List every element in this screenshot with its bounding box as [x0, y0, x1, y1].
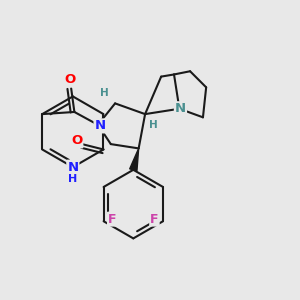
Text: N: N [94, 119, 106, 132]
Text: F: F [150, 213, 159, 226]
Text: H: H [68, 174, 77, 184]
Text: O: O [64, 73, 76, 86]
Text: H: H [149, 120, 158, 130]
Text: O: O [71, 134, 82, 147]
Text: N: N [67, 160, 78, 174]
Text: N: N [175, 102, 186, 115]
Text: H: H [100, 88, 109, 98]
Polygon shape [130, 148, 139, 171]
Text: F: F [108, 213, 116, 226]
